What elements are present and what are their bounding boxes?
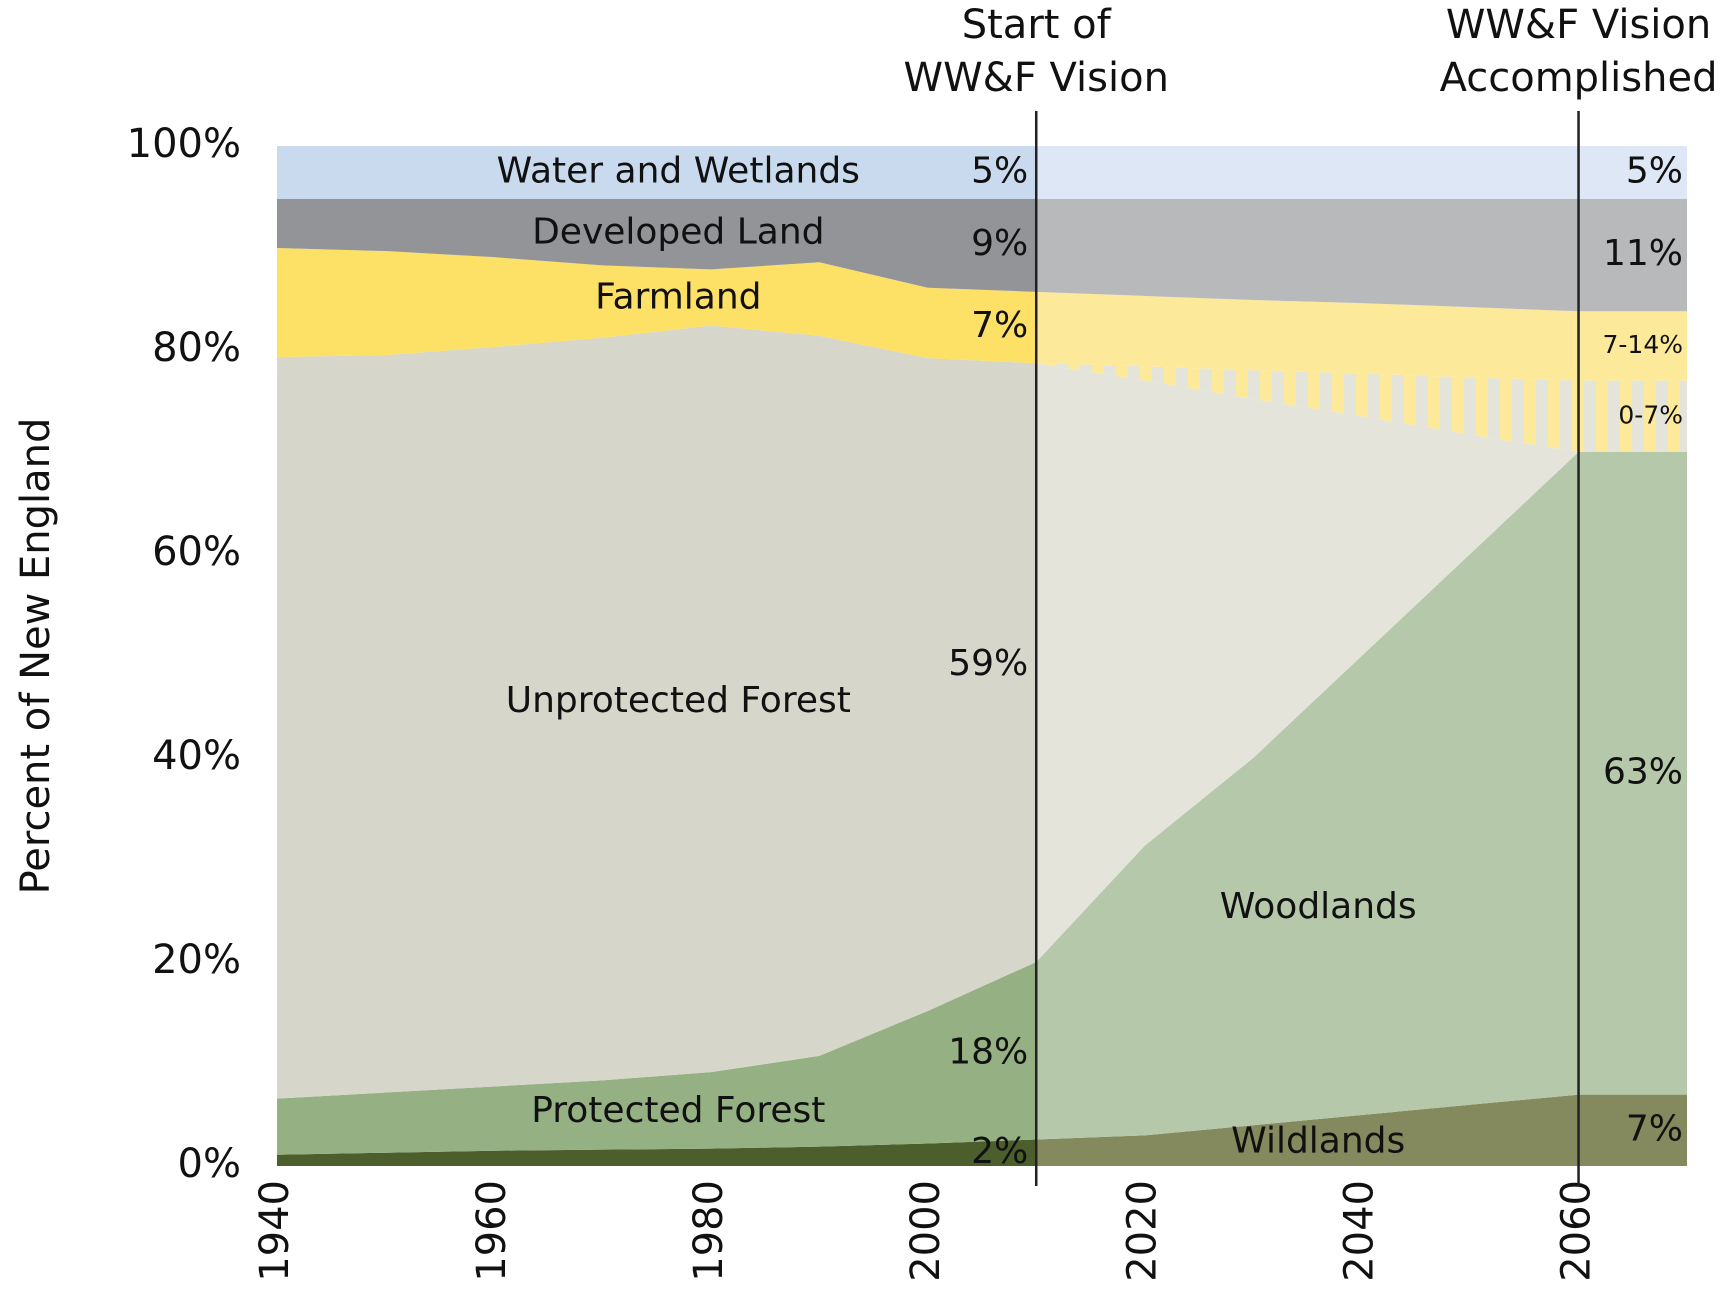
area: [1036, 146, 1687, 200]
y-tick-label: 0%: [178, 1141, 241, 1187]
area: [277, 325, 1037, 1099]
area: [277, 199, 1037, 292]
series-name: Woodlands: [1220, 886, 1417, 927]
series-name: Developed Land: [532, 212, 824, 253]
data-label: 7%: [971, 305, 1028, 346]
annotation: Accomplished: [1440, 55, 1718, 101]
series-name: Unprotected Forest: [506, 680, 851, 721]
area: [1036, 452, 1687, 1140]
area: [277, 962, 1037, 1155]
data-label: 9%: [971, 223, 1028, 264]
y-axis-label: Percent of New England: [13, 418, 59, 895]
data-label: 5%: [1626, 151, 1683, 192]
area: [1036, 291, 1687, 381]
x-tick-label: 2000: [903, 1180, 949, 1282]
area: [1036, 199, 1687, 312]
data-label: 2%: [971, 1131, 1028, 1172]
data-label: 11%: [1603, 233, 1683, 274]
x-tick-label: 1980: [686, 1180, 732, 1282]
y-tick-label: 100%: [127, 121, 241, 167]
y-tick-label: 40%: [152, 733, 241, 779]
y-tick-label: 20%: [152, 937, 241, 983]
area: [1036, 363, 1687, 962]
area: [277, 146, 1037, 200]
data-label: 7-14%: [1603, 330, 1684, 359]
data-label: 18%: [948, 1031, 1028, 1072]
x-tick-label: 1960: [469, 1180, 515, 1282]
area: [1036, 363, 1687, 452]
data-label: 5%: [971, 151, 1028, 192]
area: [277, 1139, 1037, 1166]
y-tick-label: 80%: [152, 325, 241, 371]
area: [277, 248, 1037, 364]
data-label: 59%: [948, 643, 1028, 684]
annotation: WW&F Vision: [904, 55, 1169, 101]
series-name: Farmland: [595, 277, 761, 318]
x-tick-label: 2020: [1120, 1180, 1166, 1282]
data-label: 63%: [1603, 751, 1683, 792]
y-tick-label: 60%: [152, 529, 241, 575]
x-tick-label: 1940: [252, 1180, 298, 1282]
data-label: 7%: [1626, 1108, 1683, 1149]
series-name: Wildlands: [1231, 1121, 1405, 1162]
x-tick-label: 2060: [1554, 1180, 1600, 1282]
series-name: Protected Forest: [531, 1090, 825, 1131]
x-tick-label: 2040: [1337, 1180, 1383, 1282]
annotation: WW&F Vision: [1446, 2, 1711, 48]
area: [1036, 1094, 1687, 1166]
series-name: Water and Wetlands: [497, 151, 860, 192]
annotation: Start of: [962, 2, 1112, 48]
data-label: 0-7%: [1618, 400, 1683, 429]
